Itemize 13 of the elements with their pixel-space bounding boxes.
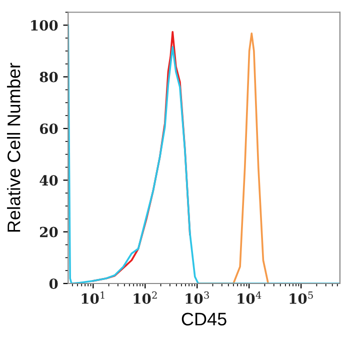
y-tick-label: 80 <box>40 72 58 82</box>
x-tick-label: 10$^{4}$ <box>238 291 262 304</box>
y-tick-label: 20 <box>40 226 58 238</box>
y-tick-label: 40 <box>40 175 58 186</box>
x-tick-label: 10$^{3}$ <box>186 291 209 304</box>
x-tick-label: 10$^{1}$ <box>82 291 104 304</box>
y-tick-label: 60 <box>40 123 58 134</box>
x-axis-title: CD45 <box>182 312 226 326</box>
x-tick-label: 10$^{5}$ <box>290 292 313 304</box>
x-tick-label: 10$^{2}$ <box>134 291 157 304</box>
y-tick-label: 0 <box>49 278 58 289</box>
y-tick-label: 100 <box>31 20 58 31</box>
y-axis-title: Relative Cell Number <box>7 62 20 232</box>
